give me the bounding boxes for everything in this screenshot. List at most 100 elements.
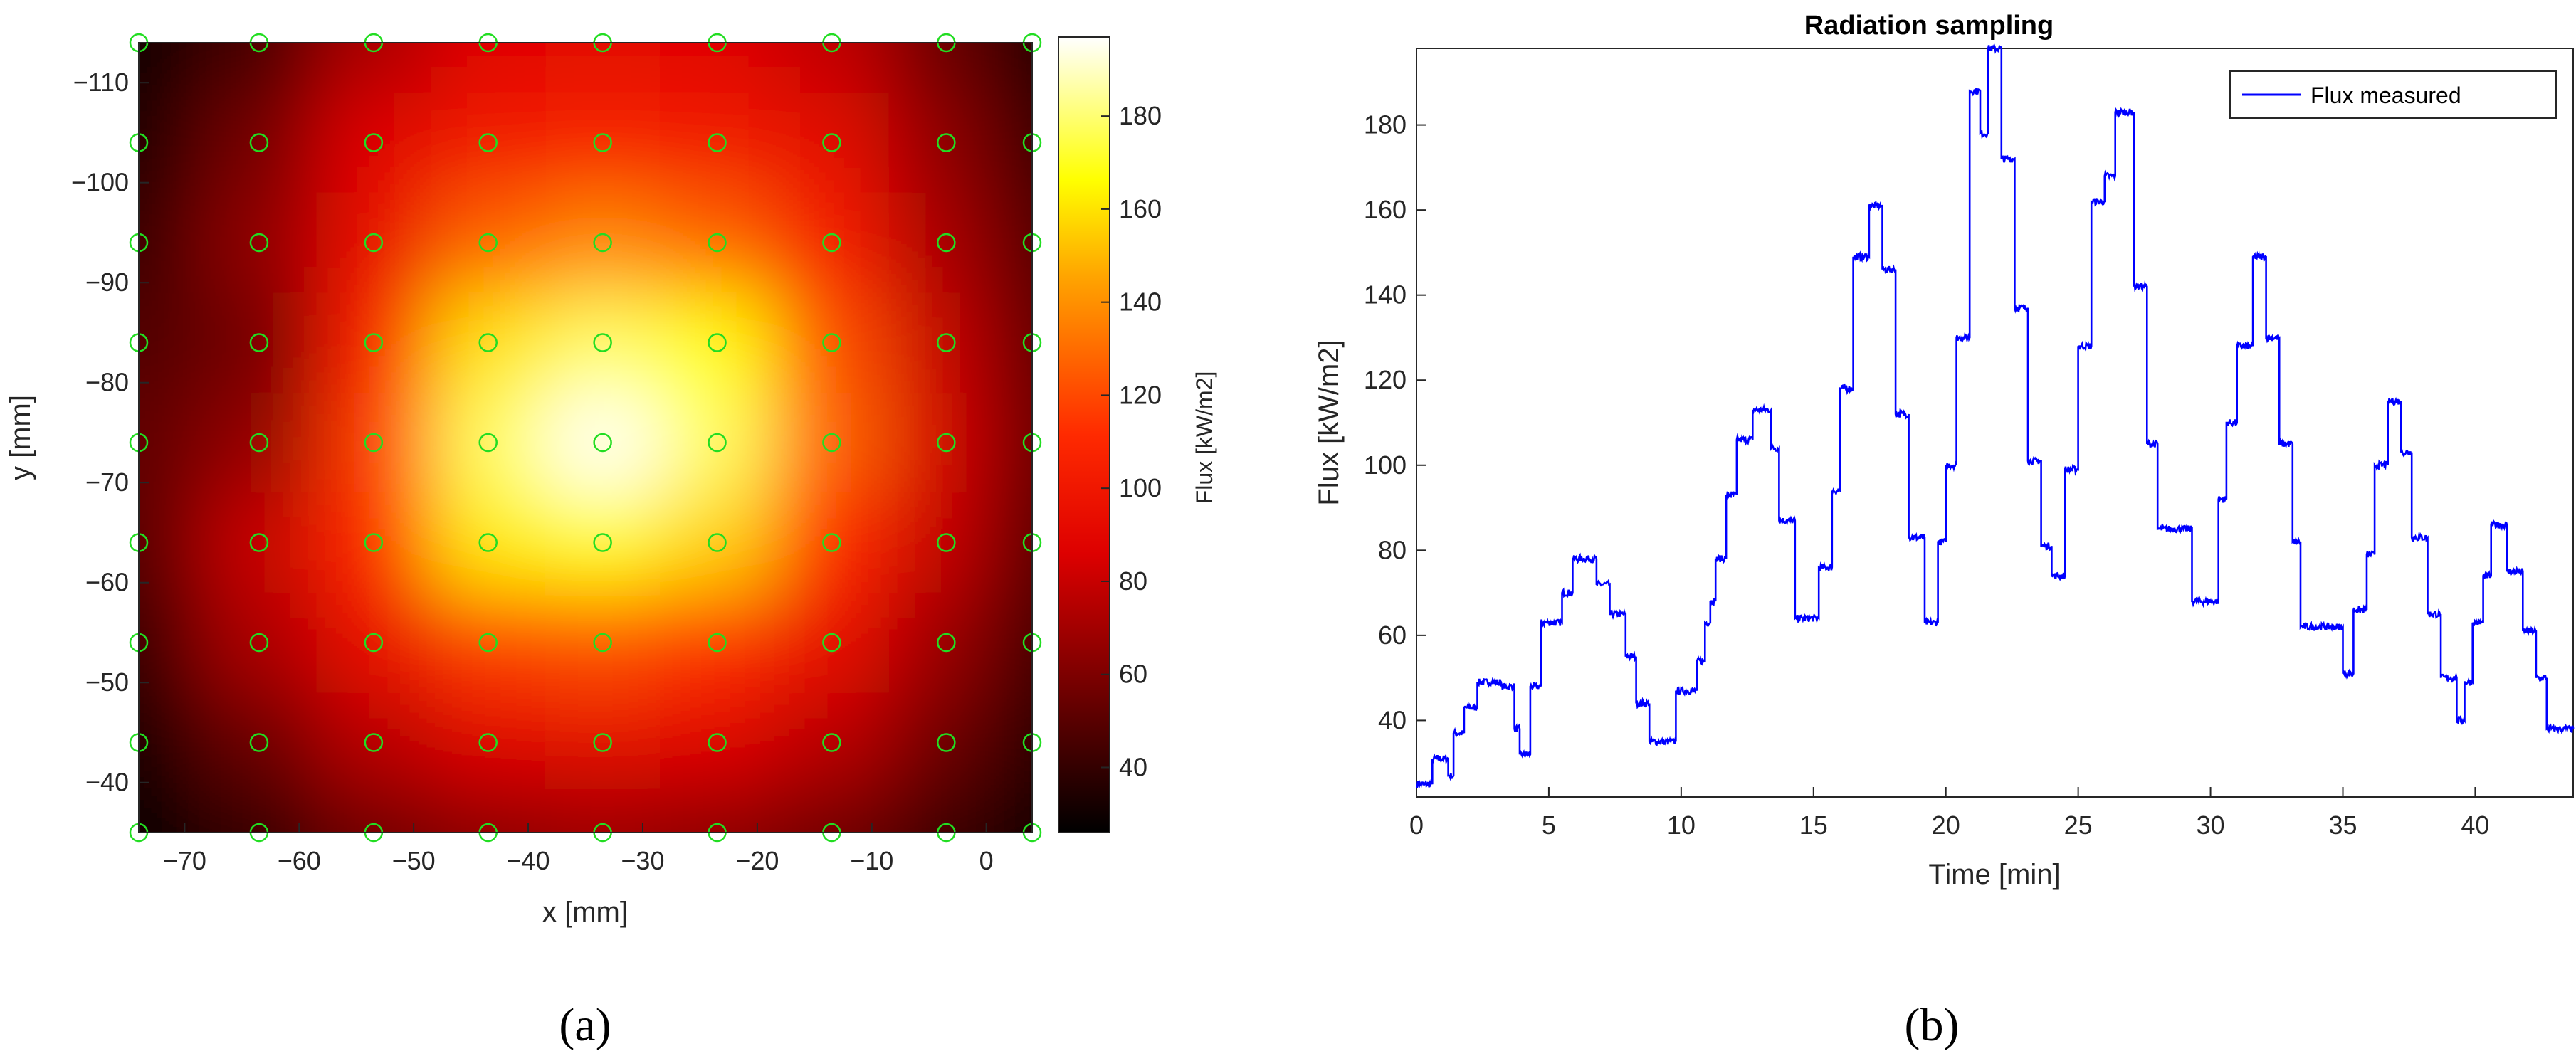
legend-label: Flux measured: [2310, 83, 2461, 108]
heatmap-cell: [316, 692, 432, 788]
heatmap-cell: [660, 292, 775, 394]
sample-point-marker: [478, 433, 498, 453]
heatmap-cell: [139, 787, 200, 833]
heatmap-cell: [989, 93, 1032, 194]
sample-point-marker: [364, 433, 384, 453]
heatmap-cell: [774, 692, 890, 788]
heatmap-x-tick-label: −10: [850, 846, 893, 875]
line-chart-title: Radiation sampling: [1804, 11, 2054, 41]
sample-point-marker: [478, 533, 498, 552]
heatmap-cell: [316, 292, 432, 394]
colorbar-tick-label: 100: [1119, 473, 1162, 502]
heatmap-cell: [660, 692, 775, 788]
heatmap-panel: −70 −60 −50 −40 −30 −20 −10 0 −110−100−90−80−70…: [5, 33, 1217, 928]
heatmap-cell: [989, 392, 1032, 494]
heatmap-x-label: x [mm]: [542, 897, 628, 928]
heatmap-cell: [199, 692, 317, 788]
heatmap-cell: [989, 692, 1032, 788]
heatmap-cell: [199, 292, 317, 394]
heatmap-cell: [431, 592, 547, 694]
heatmap-cell: [316, 192, 432, 294]
heatmap-x-tick-label: −50: [392, 846, 436, 875]
heatmap-cell: [660, 93, 775, 194]
sample-point-marker: [708, 533, 727, 552]
sample-point-marker: [478, 333, 498, 352]
heatmap-cell: [139, 292, 200, 394]
sample-point-marker: [593, 633, 612, 653]
heatmap-y-tick-label: −80: [85, 368, 129, 397]
colorbar-ticks: 40 60 80 100 120 140 160 180: [1101, 101, 1162, 781]
heatmap-cell: [989, 192, 1032, 294]
heatmap-cell: [545, 43, 661, 94]
heatmap-x-tick-label: −40: [507, 846, 550, 875]
heatmap-cell: [888, 692, 990, 788]
colorbar-tick-label: 120: [1119, 380, 1162, 409]
sample-point-marker: [822, 233, 841, 253]
line-y-tick-label: 180: [1364, 110, 1407, 139]
line-y-label: Flux [kW/m2]: [1313, 339, 1345, 505]
heatmap-x-tick-label: −30: [621, 846, 664, 875]
heatmap-cell: [888, 43, 990, 94]
line-y-tick-label: 160: [1364, 195, 1407, 224]
heatmap-cell: [660, 492, 775, 593]
sample-point-marker: [708, 333, 727, 352]
heatmap-cell: [545, 692, 661, 788]
heatmap-y-tick-label: −100: [71, 168, 129, 197]
line-chart-frame: [1416, 48, 2574, 798]
colorbar-tick-label: 140: [1119, 287, 1162, 317]
sample-point-marker: [364, 333, 384, 352]
heatmap-cell: [888, 192, 990, 294]
sample-point-marker: [593, 733, 612, 752]
heatmap-cell: [139, 592, 200, 694]
heatmap-x-tick-label: −70: [163, 846, 206, 875]
heatmap-cell: [431, 692, 547, 788]
sample-point-marker: [478, 633, 498, 653]
heatmap-cell: [431, 787, 547, 833]
sample-point-marker: [593, 433, 612, 453]
heatmap-cell: [774, 492, 890, 593]
sample-point-marker: [249, 733, 269, 752]
heatmap-cell: [139, 492, 200, 593]
sample-point-marker: [822, 333, 841, 352]
heatmap-cell: [431, 192, 547, 294]
sample-point-marker: [593, 533, 612, 552]
sample-point-marker: [708, 633, 727, 653]
heatmap-y-tick-label: −40: [85, 768, 129, 797]
heatmap-cell: [888, 592, 990, 694]
heatmap-cell: [199, 93, 317, 194]
heatmap-cell: [545, 592, 661, 694]
sample-point-marker: [937, 233, 956, 253]
line-y-tick-label: 40: [1378, 705, 1407, 734]
line-y-ticks: 40 60 80 100 120 140 160 180: [1364, 110, 1426, 734]
line-x-tick-label: 5: [1542, 811, 1556, 840]
heatmap-cell: [774, 43, 890, 94]
heatmap-cell: [139, 43, 200, 94]
heatmap-cell: [431, 492, 547, 593]
heatmap-cell: [199, 392, 317, 494]
sample-point-marker: [822, 533, 841, 552]
heatmap-frame: [138, 42, 1033, 833]
heatmap-cell: [545, 192, 661, 294]
sample-point-marker: [249, 633, 269, 653]
panel-label-a: (a): [559, 999, 611, 1051]
heatmap-cell: [888, 392, 990, 494]
heatmap-cell: [316, 93, 432, 194]
sample-point-marker: [249, 533, 269, 552]
heatmap-cell: [660, 392, 775, 494]
sample-point-marker: [822, 633, 841, 653]
sample-point-marker: [937, 633, 956, 653]
heatmap-cell: [431, 392, 547, 494]
line-chart-panel: Radiation sampling 0 5 10 15 20 25 30 35 40 40 60…: [1313, 11, 2575, 890]
heatmap-cell: [660, 592, 775, 694]
heatmap-cell: [545, 392, 661, 494]
sample-point-marker: [937, 133, 956, 152]
heatmap-cell: [660, 192, 775, 294]
heatmap-image: [139, 43, 1032, 833]
heatmap-cell: [139, 692, 200, 788]
sample-point-marker: [364, 633, 384, 653]
heatmap-cell: [660, 787, 775, 833]
heatmap-x-tick-label: −60: [278, 846, 321, 875]
colorbar-tick-label: 180: [1119, 101, 1162, 130]
line-x-tick-label: 25: [2064, 811, 2093, 840]
